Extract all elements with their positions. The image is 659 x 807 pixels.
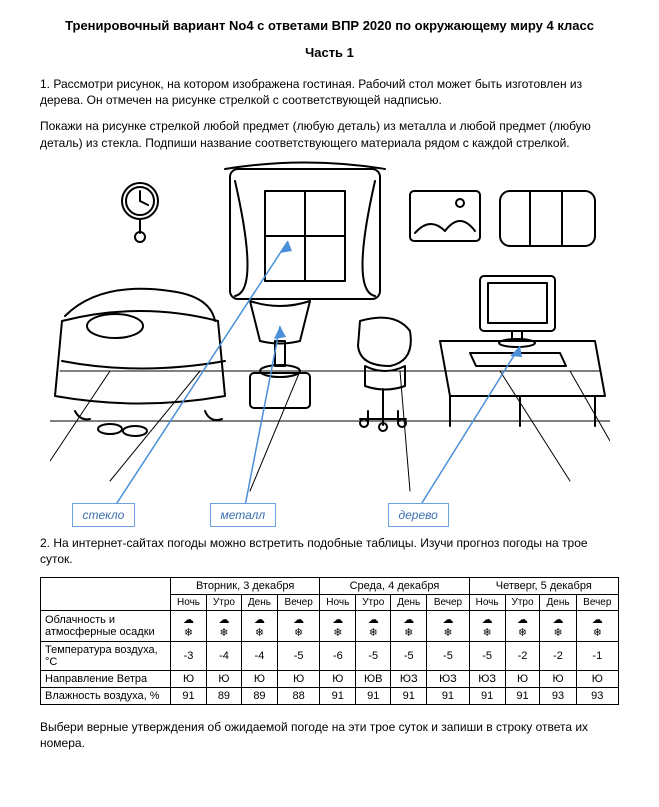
label-glass: стекло xyxy=(72,503,136,527)
room-illustration: стекло металл дерево xyxy=(50,161,610,521)
day-header: Вторник, 3 декабря xyxy=(171,578,320,595)
page-title: Тренировочный вариант No4 с ответами ВПР… xyxy=(40,18,619,33)
weather-table: Вторник, 3 декабря Среда, 4 декабря Четв… xyxy=(40,577,619,705)
day-header: Четверг, 5 декабря xyxy=(469,578,618,595)
q1-text-1: 1. Рассмотри рисунок, на котором изображ… xyxy=(40,76,619,108)
table-row: Температура воздуха, °C -3-4-4-5 -6-5-5-… xyxy=(41,642,619,671)
q1-text-2: Покажи на рисунке стрелкой любой предмет… xyxy=(40,118,619,150)
label-metal: металл xyxy=(210,503,277,527)
room-svg xyxy=(50,161,610,521)
table-row: Вторник, 3 декабря Среда, 4 декабря Четв… xyxy=(41,578,619,595)
part-title: Часть 1 xyxy=(40,45,619,60)
q2-intro: 2. На интернет-сайтах погоды можно встре… xyxy=(40,535,619,567)
table-row: Направление Ветра ЮЮЮЮ ЮЮВЮЗЮЗ ЮЗЮЮЮ xyxy=(41,671,619,688)
day-header: Среда, 4 декабря xyxy=(320,578,469,595)
label-wood: дерево xyxy=(388,503,449,527)
q2-outro: Выбери верные утверждения об ожидаемой п… xyxy=(40,719,619,751)
table-row: Облачность и атмосферные осадки ☁❄☁❄☁❄☁❄… xyxy=(41,611,619,642)
table-row: Влажность воздуха, % 91898988 91919191 9… xyxy=(41,688,619,705)
